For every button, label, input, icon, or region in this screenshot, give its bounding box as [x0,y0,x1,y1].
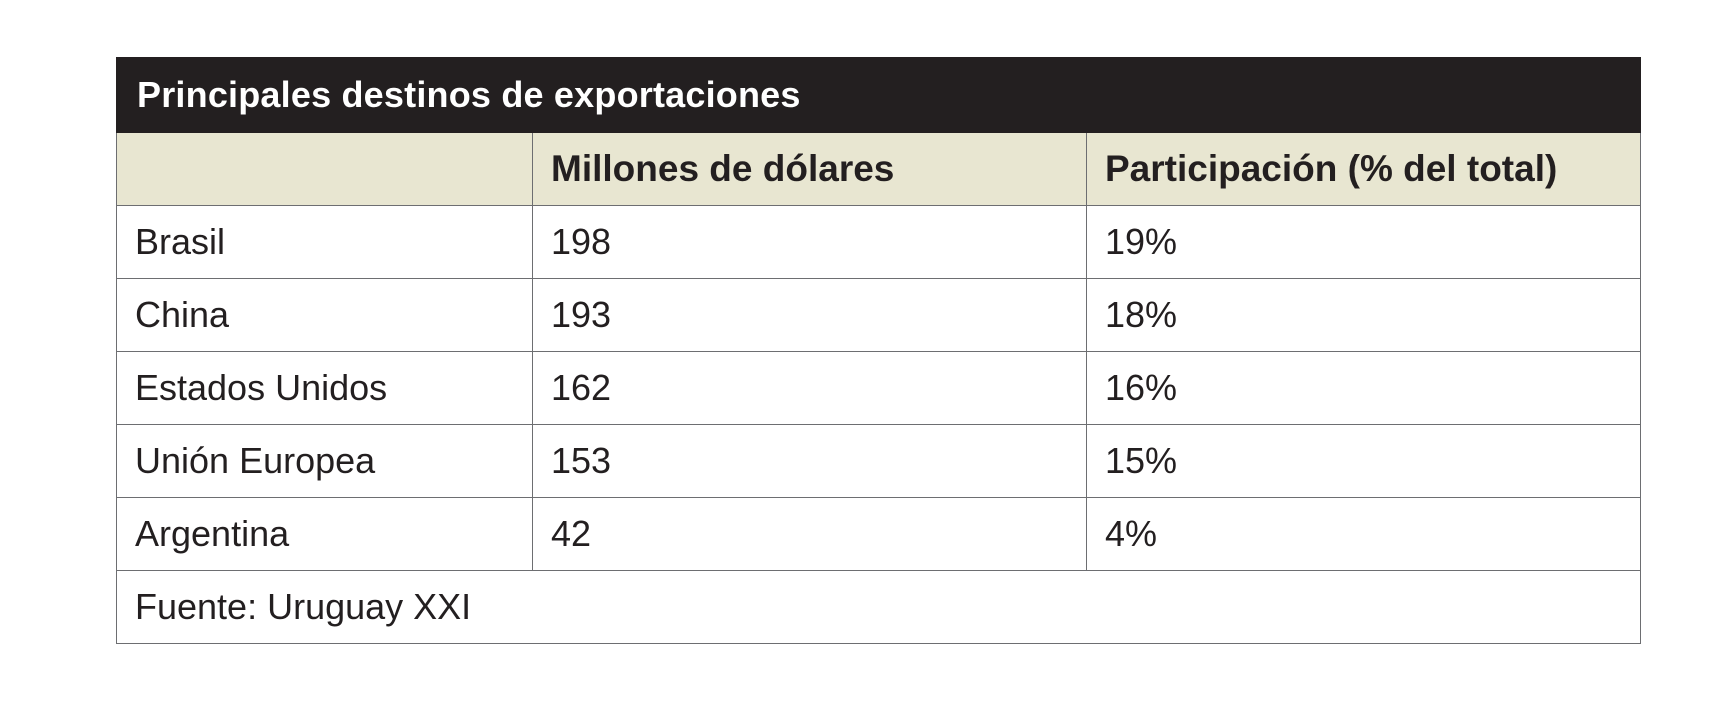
source-note: Fuente: Uruguay XXI [115,570,1642,644]
value-cell: 193 [532,278,1087,352]
destination-cell: Brasil [116,205,533,279]
share-cell: 18% [1085,278,1642,352]
table-header-row: Millones de dólares Participación (% del… [116,132,1642,206]
share-cell: 16% [1085,351,1642,425]
table-title-row: Principales destinos de exportaciones [115,57,1642,133]
table-row: China 193 18% [116,278,1642,352]
table-title: Principales destinos de exportaciones [115,57,1642,133]
value-cell: 162 [532,351,1087,425]
column-header-millions: Millones de dólares [532,132,1087,206]
destination-cell: China [116,278,533,352]
share-cell: 19% [1085,205,1642,279]
table-row: Estados Unidos 162 16% [116,351,1642,425]
value-cell: 42 [532,497,1087,571]
value-cell: 198 [532,205,1087,279]
exports-table-container: Principales destinos de exportaciones Mi… [115,57,1642,644]
value-cell: 153 [532,424,1087,498]
table-row: Unión Europea 153 15% [116,424,1642,498]
share-cell: 15% [1085,424,1642,498]
column-header-destination [116,132,533,206]
share-cell: 4% [1085,497,1642,571]
table-row: Brasil 198 19% [116,205,1642,279]
destination-cell: Unión Europea [116,424,533,498]
source-row: Fuente: Uruguay XXI [115,570,1642,644]
destination-cell: Estados Unidos [116,351,533,425]
table-row: Argentina 42 4% [116,497,1642,571]
destination-cell: Argentina [116,497,533,571]
exports-table: Principales destinos de exportaciones Mi… [115,57,1642,644]
column-header-share: Participación (% del total) [1085,132,1642,206]
